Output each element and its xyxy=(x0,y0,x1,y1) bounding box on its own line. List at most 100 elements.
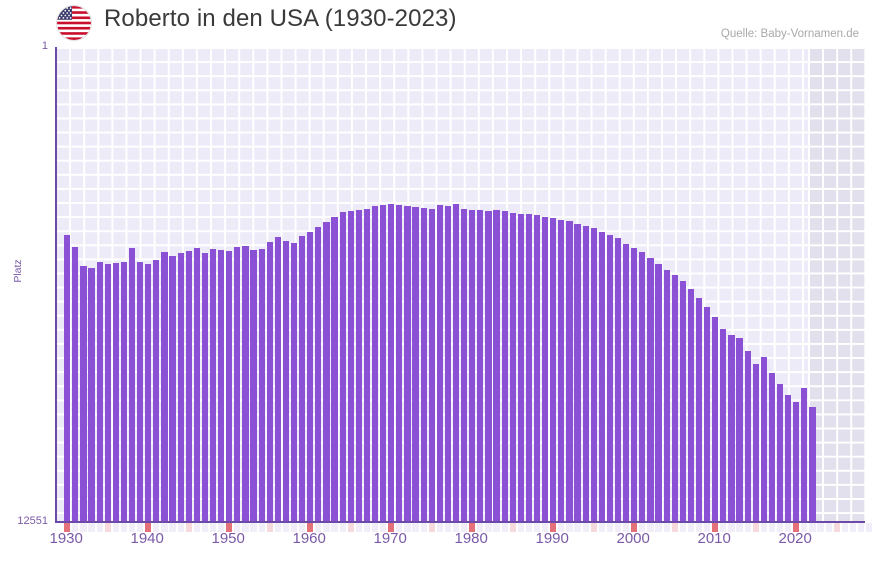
bar[interactable] xyxy=(728,335,735,522)
bar[interactable] xyxy=(533,215,541,522)
bar[interactable] xyxy=(137,261,144,522)
bar[interactable] xyxy=(493,209,500,522)
bar[interactable] xyxy=(671,274,678,522)
bar[interactable] xyxy=(218,249,225,522)
x-axis-tick-mark xyxy=(582,523,589,532)
bar[interactable] xyxy=(590,228,597,522)
bar[interactable] xyxy=(776,383,784,522)
bar[interactable] xyxy=(704,307,711,522)
bar[interactable] xyxy=(663,269,670,522)
bar[interactable] xyxy=(193,247,200,522)
bar[interactable] xyxy=(509,212,516,522)
bar[interactable] xyxy=(420,207,427,522)
bar[interactable] xyxy=(88,268,95,522)
bar[interactable] xyxy=(744,351,751,522)
bar[interactable] xyxy=(331,216,338,522)
bar[interactable] xyxy=(185,250,192,522)
x-axis-tick-mark xyxy=(623,523,630,532)
bar[interactable] xyxy=(477,210,484,522)
bar[interactable] xyxy=(542,216,549,522)
bar[interactable] xyxy=(720,329,727,522)
bar[interactable] xyxy=(266,241,273,522)
bar[interactable] xyxy=(153,259,160,522)
bar[interactable] xyxy=(436,205,443,522)
bar[interactable] xyxy=(809,406,816,522)
bar[interactable] xyxy=(501,210,508,522)
bar[interactable] xyxy=(404,206,411,522)
bar[interactable] xyxy=(550,218,557,522)
bar[interactable] xyxy=(323,222,330,522)
bar[interactable] xyxy=(712,316,719,522)
bar[interactable] xyxy=(161,251,168,522)
bar[interactable] xyxy=(444,205,452,522)
bar[interactable] xyxy=(687,288,695,522)
bar[interactable] xyxy=(104,263,111,522)
bar[interactable] xyxy=(461,208,468,522)
bar[interactable] xyxy=(282,240,290,522)
bar[interactable] xyxy=(760,356,767,522)
bar[interactable] xyxy=(469,210,476,522)
bar[interactable] xyxy=(380,204,387,522)
bar[interactable] xyxy=(128,248,136,522)
bar[interactable] xyxy=(396,205,403,522)
bar[interactable] xyxy=(347,210,354,522)
bar[interactable] xyxy=(209,249,217,522)
bar[interactable] xyxy=(801,387,808,522)
bar[interactable] xyxy=(112,263,119,522)
bar[interactable] xyxy=(574,224,581,522)
bar[interactable] xyxy=(525,213,533,522)
bar[interactable] xyxy=(290,242,298,522)
bar[interactable] xyxy=(655,264,662,522)
bar[interactable] xyxy=(258,248,265,522)
x-axis-tick-mark xyxy=(185,523,192,532)
bar[interactable] xyxy=(517,214,524,522)
bar[interactable] xyxy=(582,226,589,522)
bar[interactable] xyxy=(485,210,492,522)
bar[interactable] xyxy=(785,395,792,522)
bar[interactable] xyxy=(234,247,241,522)
bar[interactable] xyxy=(339,212,346,522)
bar[interactable] xyxy=(566,221,573,522)
x-axis-tick-mark xyxy=(72,523,79,532)
bar[interactable] xyxy=(96,261,103,522)
bar[interactable] xyxy=(72,246,79,522)
x-axis-tick-label: 1930 xyxy=(49,530,83,547)
bar[interactable] xyxy=(598,231,605,522)
bar[interactable] xyxy=(226,251,233,522)
bar[interactable] xyxy=(64,235,71,522)
bar[interactable] xyxy=(177,253,184,522)
bar[interactable] xyxy=(452,204,460,522)
bar[interactable] xyxy=(355,209,362,522)
bar[interactable] xyxy=(201,252,209,522)
bar[interactable] xyxy=(388,204,395,522)
bar[interactable] xyxy=(614,238,622,522)
bar[interactable] xyxy=(315,227,322,522)
bar[interactable] xyxy=(307,231,314,522)
bar[interactable] xyxy=(274,236,281,522)
x-axis-tick-mark xyxy=(169,523,176,532)
bar[interactable] xyxy=(752,364,759,522)
bar[interactable] xyxy=(299,235,306,522)
bar[interactable] xyxy=(428,208,435,522)
bar[interactable] xyxy=(169,256,176,522)
bar[interactable] xyxy=(768,373,776,522)
bar[interactable] xyxy=(679,280,686,522)
bar[interactable] xyxy=(250,250,257,522)
x-axis-tick-mark xyxy=(290,523,298,532)
bar[interactable] xyxy=(639,251,646,522)
bar[interactable] xyxy=(606,234,614,522)
bar[interactable] xyxy=(412,206,419,522)
bar[interactable] xyxy=(363,208,371,522)
bar[interactable] xyxy=(80,265,87,522)
bar[interactable] xyxy=(647,258,654,522)
bar[interactable] xyxy=(558,219,565,522)
bar[interactable] xyxy=(371,205,379,522)
bar[interactable] xyxy=(623,243,630,522)
bar[interactable] xyxy=(631,248,638,522)
bar[interactable] xyxy=(736,338,743,522)
bar[interactable] xyxy=(120,262,128,522)
bar[interactable] xyxy=(242,246,249,522)
bar[interactable] xyxy=(793,401,800,522)
bar[interactable] xyxy=(145,264,152,522)
bar[interactable] xyxy=(695,297,703,522)
